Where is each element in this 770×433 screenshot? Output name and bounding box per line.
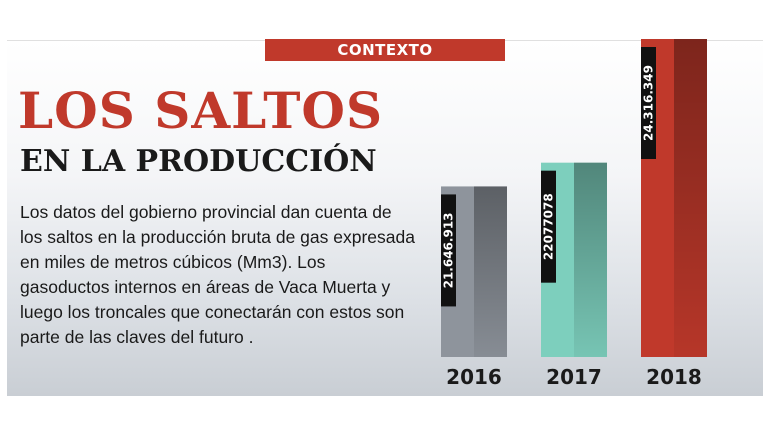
value-label-2016: 21.646.913 — [442, 212, 456, 288]
bar-shade-2016 — [474, 186, 507, 357]
category-label-2018: 2018 — [646, 365, 702, 389]
context-banner: CONTEXTO — [265, 39, 505, 61]
bar-shade-2017 — [574, 162, 607, 357]
bar-shade-2018 — [674, 39, 707, 357]
background-panel — [7, 40, 763, 396]
value-label-bg-2017 — [541, 170, 556, 283]
body-paragraph: Los datos del gobierno provincial dan cu… — [20, 202, 415, 347]
value-label-2017: 22077078 — [542, 193, 556, 260]
headline: LOS SALTOS — [18, 81, 384, 140]
value-label-bg-2016 — [441, 194, 456, 307]
value-label-bg-2018 — [641, 47, 656, 159]
category-label-2016: 2016 — [446, 365, 502, 389]
category-label-2017: 2017 — [546, 365, 602, 389]
value-label-2018: 24.316.349 — [642, 65, 656, 141]
subheadline: EN LA PRODUCCIÓN — [20, 144, 377, 179]
